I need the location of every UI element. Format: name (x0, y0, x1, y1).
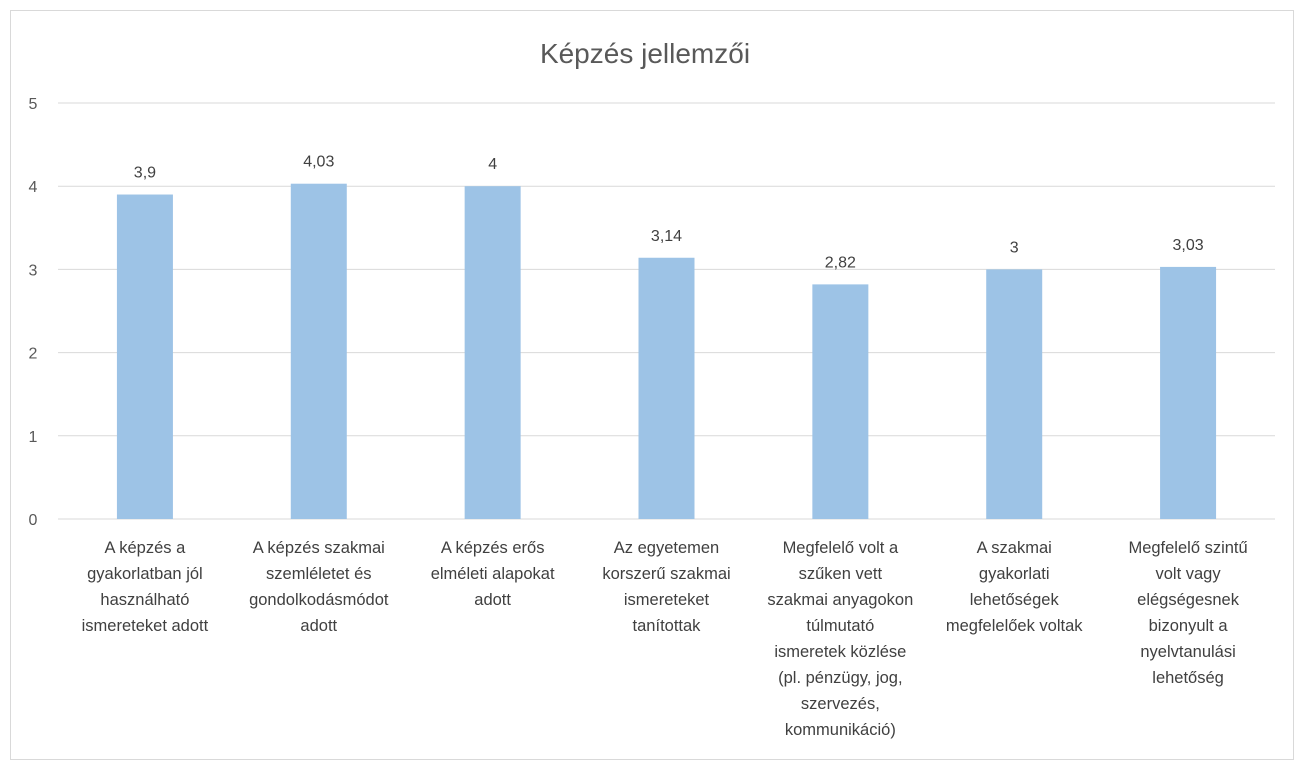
data-labels: 3,9 4,03 4 3,14 2,82 3 3,03 (134, 154, 1204, 272)
chart-frame: Képzés jellemzői 0 1 2 3 4 5 3,9 4,03 4 3,14 2,82… (10, 10, 1294, 760)
data-label: 3 (1010, 239, 1019, 256)
data-label: 3,03 (1173, 237, 1204, 254)
bar (986, 269, 1043, 519)
x-axis: A képzés a gyakorlatban jól használható ism… (82, 539, 1248, 739)
x-tick-label: Megfelelő volt a szűken vett szakmai anyag… (767, 539, 913, 739)
x-tick-label: A képzés szakmai szemléletet és gondolkodá… (249, 539, 389, 635)
data-label: 3,14 (651, 228, 682, 245)
x-tick-label: Az egyetemen korszerű szakmai ismereteket t… (602, 539, 730, 635)
x-tick-label: A képzés erős elméleti alapokat adott (431, 539, 555, 609)
bar-chart: Képzés jellemzői 0 1 2 3 4 5 3,9 4,03 4 3,14 2,82… (29, 38, 1275, 739)
y-tick-label: 4 (29, 179, 38, 196)
bar (1160, 266, 1217, 519)
data-label: 2,82 (825, 254, 856, 271)
bar (290, 183, 347, 520)
bar (464, 186, 521, 519)
data-label: 4,03 (303, 154, 334, 171)
bar (116, 194, 173, 519)
y-tick-label: 3 (29, 262, 38, 279)
x-tick-label: Megfelelő szintű volt vagy elégségesnek biz… (1128, 539, 1247, 687)
bar (638, 257, 695, 519)
y-tick-label: 1 (29, 429, 38, 446)
x-tick-label: A szakmai gyakorlati lehetőségek megfelelőe… (946, 539, 1083, 635)
bar (812, 284, 869, 519)
x-tick-label: A képzés a gyakorlatban jól használható ism… (82, 539, 209, 635)
y-tick-label: 0 (29, 512, 38, 529)
data-label: 4 (488, 156, 497, 173)
y-tick-label: 2 (29, 346, 38, 363)
data-label: 3,9 (134, 165, 156, 182)
y-axis: 0 1 2 3 4 5 (29, 96, 38, 529)
chart-title: Képzés jellemzői (540, 38, 750, 69)
y-tick-label: 5 (29, 96, 38, 113)
bars (116, 183, 1217, 520)
